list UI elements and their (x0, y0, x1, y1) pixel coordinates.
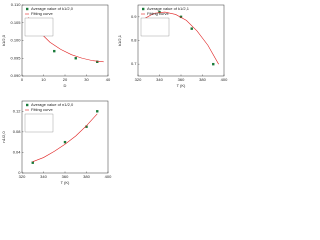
x-axis-label: T (K) (61, 180, 70, 185)
x-tick-label: 400 (105, 174, 112, 179)
chart-panel: 0 0.04 0.08 0.12 320 340 360 380 400 T (K) n1/2,0 A… (1, 100, 112, 185)
y-tick-label: 0.100 (10, 38, 21, 43)
x-tick-label: 400 (221, 77, 228, 82)
data-point (85, 125, 88, 128)
x-axis-label: D (64, 83, 67, 88)
x-tick-label: 360 (62, 174, 69, 179)
chart-panel: 0.090 0.095 0.100 0.105 0.110 0 10 20 30 40 Dk1/2,… (1, 2, 111, 88)
data-point (63, 140, 67, 144)
y-tick-label: 0.105 (10, 20, 21, 25)
y-tick-label: 0 (18, 170, 21, 175)
x-tick-label: 320 (135, 77, 142, 82)
data-point (96, 60, 99, 63)
y-tick-label: 0.110 (11, 2, 21, 7)
x-tick-label: 40 (106, 77, 111, 82)
legend-swatch (26, 7, 29, 11)
legend-swatch (26, 103, 29, 107)
fit-table (24, 17, 54, 37)
y-tick-label: 0.04 (13, 149, 22, 154)
legend-label: Average value of n1/2,0 (31, 102, 74, 107)
y-tick-label: 0.095 (10, 55, 21, 60)
legend-label: Fitting curve (147, 11, 170, 16)
x-tick-label: 380 (83, 174, 90, 179)
x-tick-label: 20 (63, 77, 68, 82)
data-point (31, 161, 34, 164)
x-tick-label: 0 (21, 77, 24, 82)
legend-label: Fitting curve (31, 107, 54, 112)
y-tick-label: 0.8 (131, 38, 137, 43)
chart-panel: 0.7 0.8 0.9 320 340 360 380 400 T (K) k1/2,1 Avera… (117, 4, 228, 88)
y-axis-label: k1/2,1 (117, 34, 122, 46)
data-point (212, 62, 215, 66)
x-tick-label: 340 (40, 174, 47, 179)
x-axis-label: T (K) (177, 83, 186, 88)
data-point (190, 27, 193, 30)
x-tick-label: 10 (41, 77, 46, 82)
legend-label: Fitting curve (31, 11, 54, 16)
figure: 0.090 0.095 0.100 0.105 0.110 0 10 20 30 40 Dk1/2,… (1, 2, 228, 185)
y-axis-label: k1/2,0 (1, 34, 6, 46)
fit-curve (32, 113, 98, 162)
x-tick-label: 30 (84, 77, 89, 82)
data-point (53, 49, 56, 53)
legend-label: Average value of k1/2,1 (147, 6, 190, 11)
data-point (179, 15, 183, 19)
x-tick-label: 320 (19, 174, 26, 179)
data-point (74, 57, 77, 60)
fit-table (24, 113, 54, 133)
y-tick-label: 0.08 (13, 129, 22, 134)
y-tick-label: 0.12 (13, 108, 22, 113)
x-tick-label: 380 (199, 77, 206, 82)
y-tick-label: 0.7 (131, 61, 137, 66)
y-tick-label: 0.9 (131, 14, 137, 19)
data-point (158, 10, 161, 14)
legend-label: Average value of k1/2,0 (31, 6, 74, 11)
x-tick-label: 360 (178, 77, 185, 82)
data-point (96, 110, 99, 113)
fit-table (140, 17, 170, 37)
y-axis-label: n1/2,0 (1, 131, 6, 143)
y-tick-label: 0.090 (10, 73, 21, 78)
x-tick-label: 340 (156, 77, 163, 82)
fit-curve (143, 11, 219, 65)
legend-swatch (142, 7, 145, 11)
